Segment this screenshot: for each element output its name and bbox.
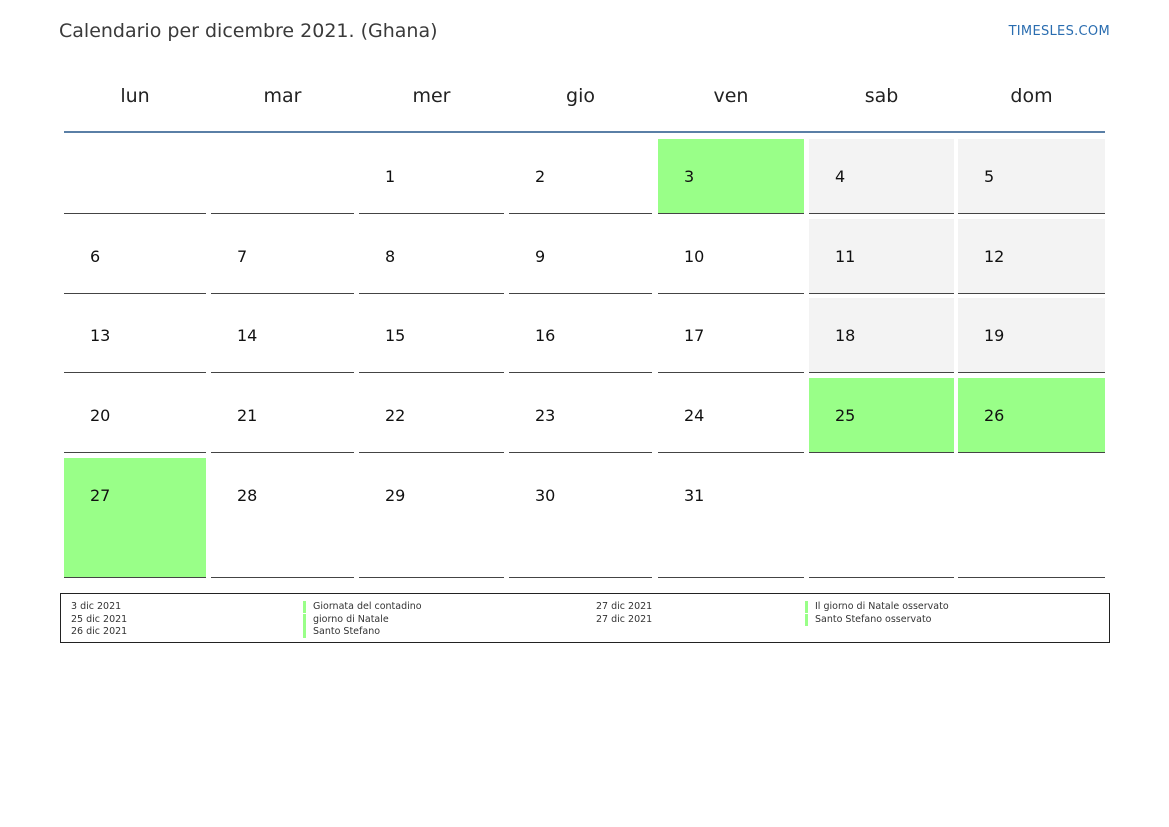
holiday-legend: 3 dic 2021 Giornata del contadino 25 dic 2… — [60, 593, 1110, 643]
day-cell-15[interactable]: 15 — [359, 298, 504, 373]
weekday-header-row: lun mar mer gio ven sab dom — [0, 85, 1169, 115]
legend-holiday-name: Santo Stefano — [303, 626, 380, 638]
day-cell-16[interactable]: 16 — [509, 298, 652, 373]
day-number: 4 — [835, 167, 846, 186]
day-cell-20[interactable]: 20 — [64, 378, 206, 453]
empty-day-cell — [64, 139, 206, 214]
day-number: 10 — [684, 247, 705, 266]
day-cell-2[interactable]: 2 — [509, 139, 652, 214]
day-number: 16 — [535, 326, 556, 345]
day-number: 27 — [90, 486, 111, 505]
day-number: 17 — [684, 326, 705, 345]
day-number: 1 — [385, 167, 396, 186]
day-number: 20 — [90, 406, 111, 425]
day-number: 3 — [684, 167, 695, 186]
day-number: 30 — [535, 486, 556, 505]
day-cell-13[interactable]: 13 — [64, 298, 206, 373]
day-number: 6 — [90, 247, 101, 266]
day-cell-12[interactable]: 12 — [958, 219, 1105, 294]
weekday-label-mer: mer — [412, 85, 451, 107]
day-number: 11 — [835, 247, 856, 266]
day-cell-27[interactable]: 27 — [64, 458, 206, 578]
legend-holiday-name: giorno di Natale — [303, 613, 389, 626]
day-cell-25[interactable]: 25 — [809, 378, 954, 453]
day-number: 13 — [90, 326, 111, 345]
legend-date: 27 dic 2021 — [596, 613, 653, 625]
day-number: 7 — [237, 247, 248, 266]
day-number: 15 — [385, 326, 406, 345]
day-number: 14 — [237, 326, 258, 345]
weekday-label-ven: ven — [713, 85, 749, 107]
legend-holiday-name: Santo Stefano osservato — [805, 613, 932, 626]
weekday-label-sab: sab — [864, 85, 899, 107]
legend-date: 3 dic 2021 — [71, 601, 122, 612]
day-number: 8 — [385, 247, 396, 266]
day-cell-21[interactable]: 21 — [211, 378, 354, 453]
day-cell-10[interactable]: 10 — [658, 219, 804, 294]
day-cell-8[interactable]: 8 — [359, 219, 504, 294]
day-cell-11[interactable]: 11 — [809, 219, 954, 294]
day-number: 24 — [684, 406, 705, 425]
day-cell-19[interactable]: 19 — [958, 298, 1105, 373]
day-cell-1[interactable]: 1 — [359, 139, 504, 214]
day-cell-28[interactable]: 28 — [211, 458, 354, 578]
day-number: 5 — [984, 167, 995, 186]
legend-date: 27 dic 2021 — [596, 601, 653, 612]
day-cell-18[interactable]: 18 — [809, 298, 954, 373]
day-cell-17[interactable]: 17 — [658, 298, 804, 373]
day-number: 29 — [385, 486, 406, 505]
day-number: 19 — [984, 326, 1005, 345]
legend-date: 26 dic 2021 — [71, 626, 128, 637]
day-cell-31[interactable]: 31 — [658, 458, 804, 578]
day-cell-4[interactable]: 4 — [809, 139, 954, 214]
day-cell-22[interactable]: 22 — [359, 378, 504, 453]
day-cell-29[interactable]: 29 — [359, 458, 504, 578]
weekday-label-gio: gio — [566, 85, 595, 107]
legend-holiday-name: Il giorno di Natale osservato — [805, 601, 949, 613]
day-number: 2 — [535, 167, 546, 186]
header-divider — [64, 131, 1105, 133]
legend-date: 25 dic 2021 — [71, 613, 128, 625]
day-number: 26 — [984, 406, 1005, 425]
day-number: 18 — [835, 326, 856, 345]
day-cell-5[interactable]: 5 — [958, 139, 1105, 214]
day-cell-24[interactable]: 24 — [658, 378, 804, 453]
day-cell-7[interactable]: 7 — [211, 219, 354, 294]
day-cell-26[interactable]: 26 — [958, 378, 1105, 453]
day-number: 9 — [535, 247, 546, 266]
empty-day-cell — [958, 458, 1105, 578]
day-cell-9[interactable]: 9 — [509, 219, 652, 294]
day-number: 21 — [237, 406, 258, 425]
day-cell-14[interactable]: 14 — [211, 298, 354, 373]
day-number: 28 — [237, 486, 258, 505]
weekday-label-mar: mar — [263, 85, 302, 107]
weekday-label-lun: lun — [120, 85, 150, 107]
site-link[interactable]: TIMESLES.COM — [1008, 24, 1110, 39]
day-cell-30[interactable]: 30 — [509, 458, 652, 578]
empty-day-cell — [211, 139, 354, 214]
day-number: 12 — [984, 247, 1005, 266]
empty-day-cell — [809, 458, 954, 578]
day-cell-23[interactable]: 23 — [509, 378, 652, 453]
day-number: 31 — [684, 486, 705, 505]
weekday-label-dom: dom — [1010, 85, 1053, 107]
day-cell-3[interactable]: 3 — [658, 139, 804, 214]
legend-holiday-name: Giornata del contadino — [303, 601, 422, 613]
day-cell-6[interactable]: 6 — [64, 219, 206, 294]
page-title: Calendario per dicembre 2021. (Ghana) — [59, 20, 438, 42]
day-number: 22 — [385, 406, 406, 425]
day-number: 25 — [835, 406, 856, 425]
day-number: 23 — [535, 406, 556, 425]
